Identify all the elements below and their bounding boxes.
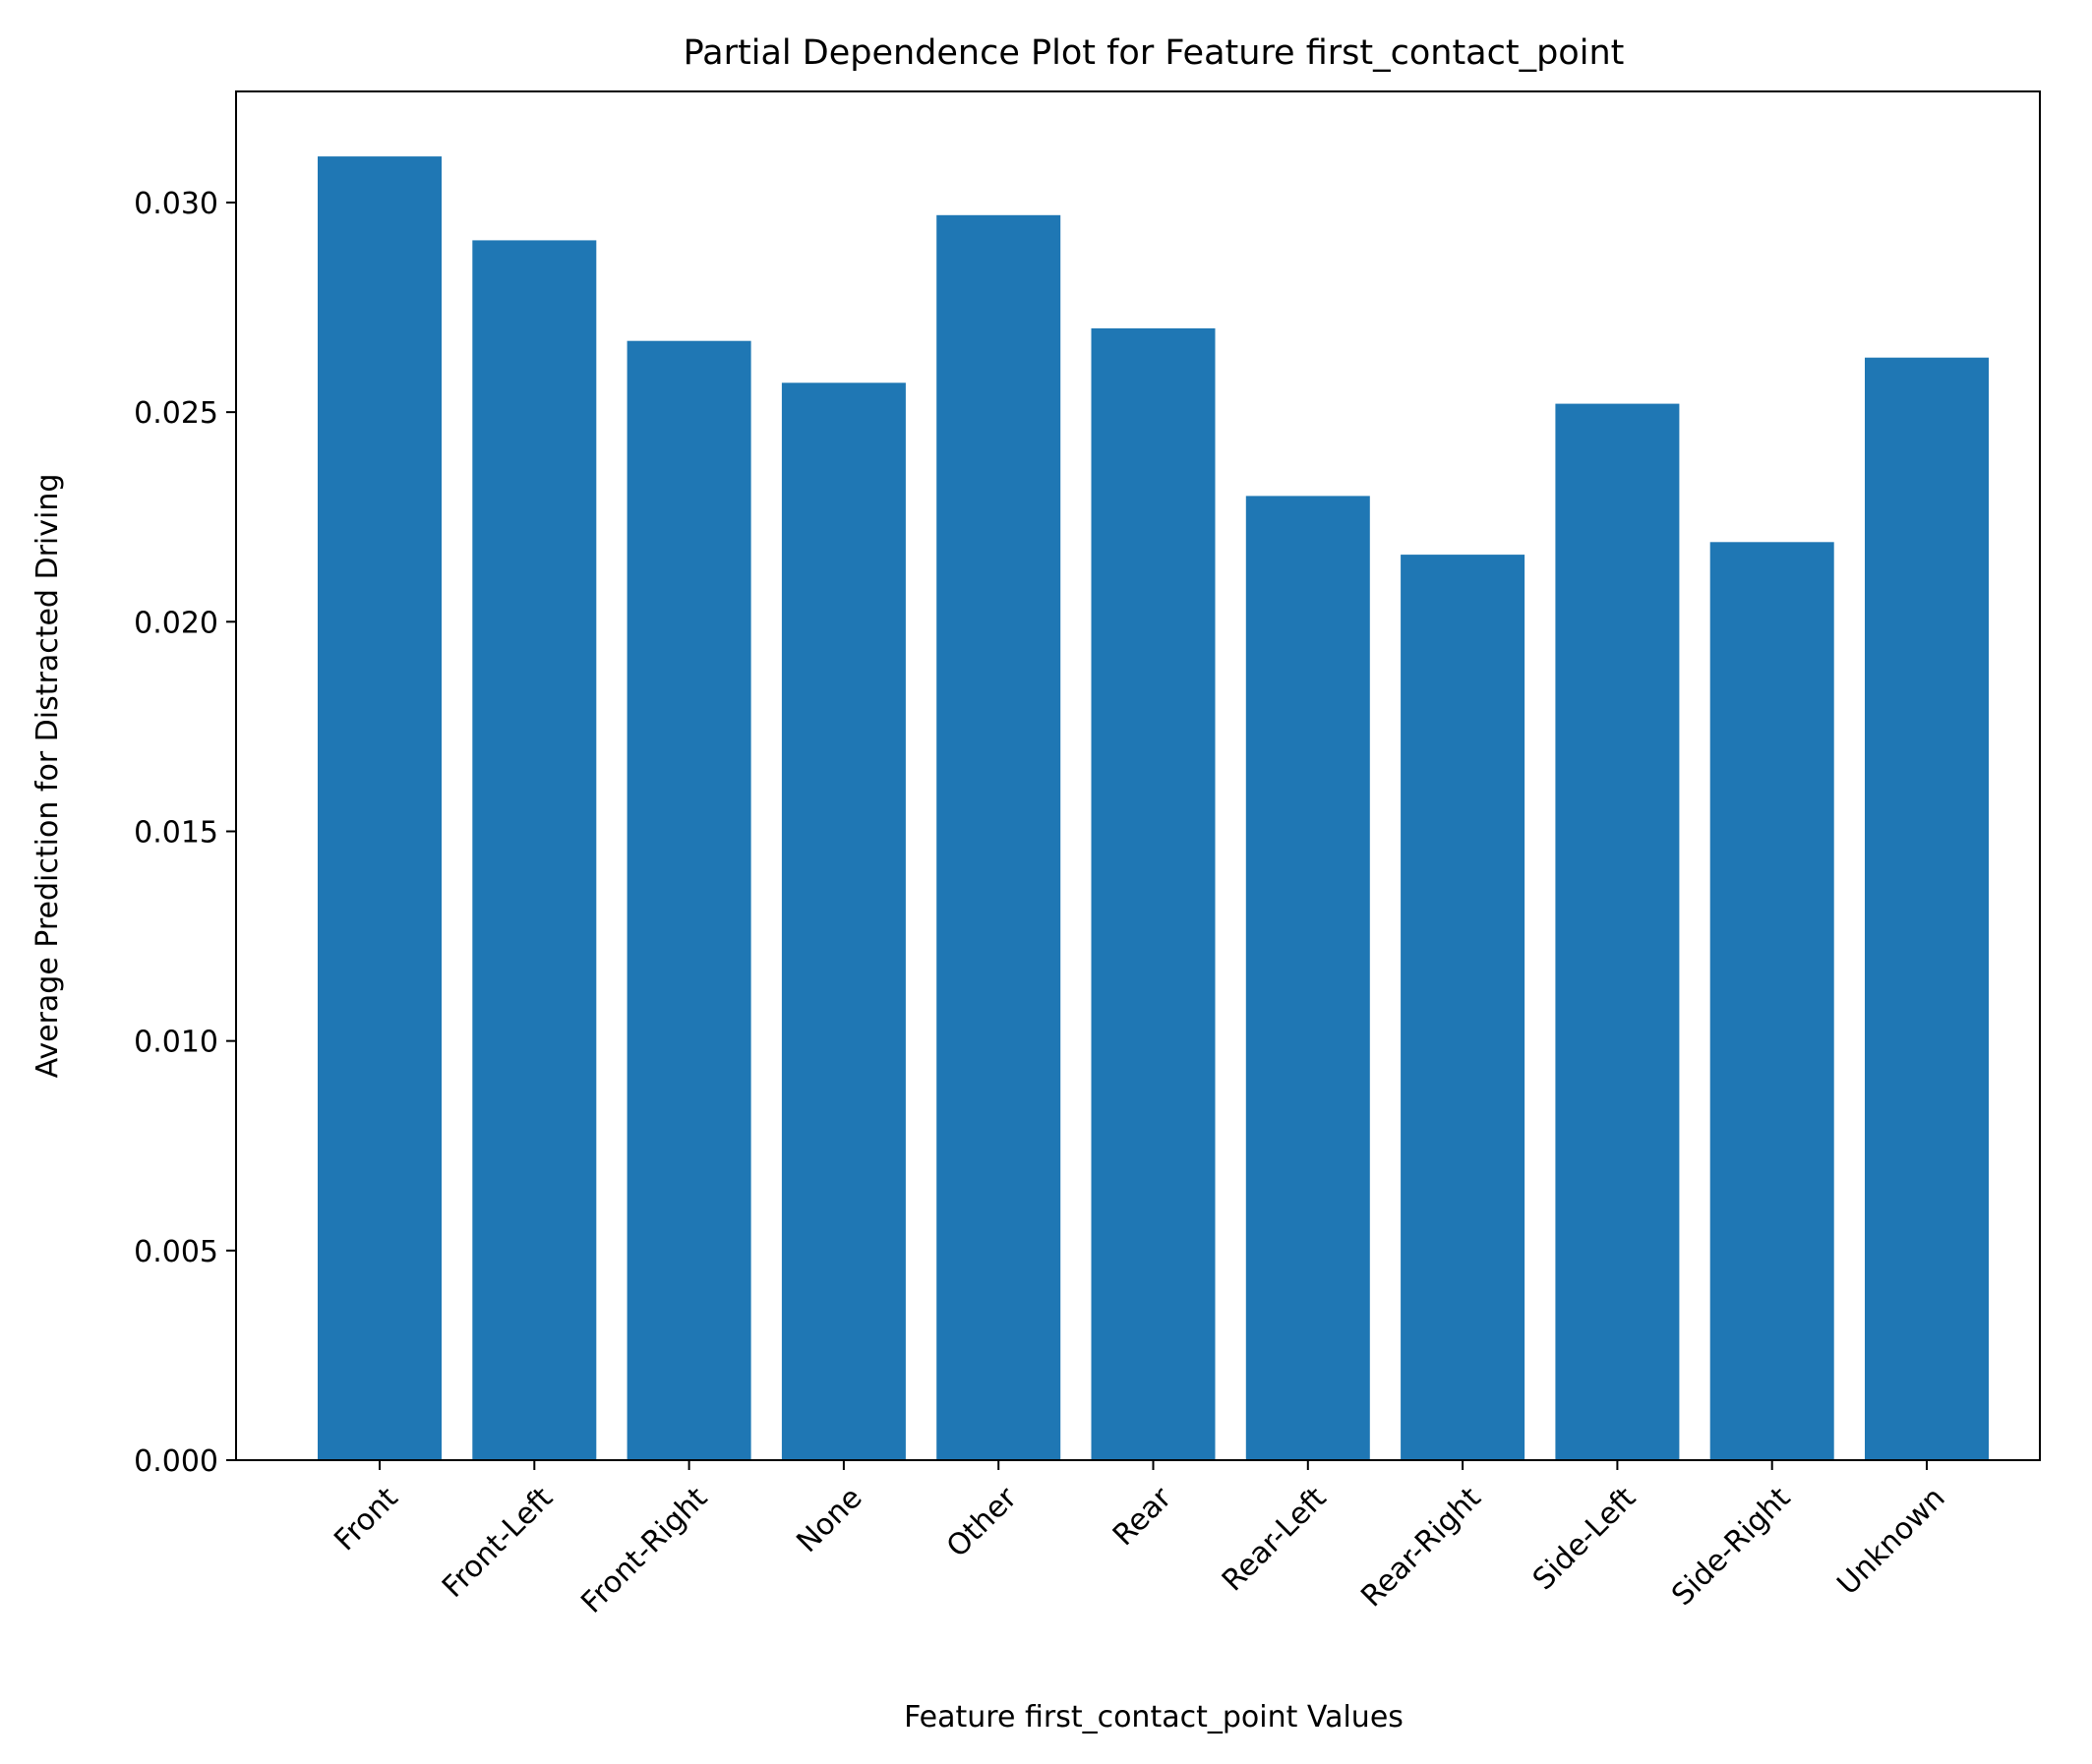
x-tick-label-other: Other	[940, 1480, 1024, 1563]
bar-none	[781, 382, 906, 1460]
x-axis-label: Feature first_contact_point Values	[904, 1700, 1404, 1735]
x-axis: Front Front-Left Front-Right None Other Rear R…	[328, 1460, 1952, 1620]
y-tick-label: 0.025	[134, 396, 218, 431]
bar-unknown	[1865, 357, 1989, 1461]
x-tick-label-front-right: Front-Right	[574, 1481, 714, 1620]
bar-side-left	[1555, 403, 1680, 1461]
y-tick-label: 0.010	[134, 1026, 218, 1060]
bar-rear-left	[1245, 496, 1370, 1460]
bar-other	[936, 214, 1061, 1460]
x-tick-label-none: None	[790, 1481, 868, 1559]
bars-group	[318, 156, 1989, 1461]
x-tick-label-front: Front	[328, 1481, 405, 1558]
plot-frame	[235, 90, 2041, 1461]
x-tick-label-front-left: Front-Left	[436, 1481, 560, 1605]
y-axis-label: Average Prediction for Distracted Drivin…	[30, 474, 65, 1079]
x-tick-label-rear-right: Rear-Right	[1354, 1481, 1488, 1615]
y-tick-label: 0.005	[134, 1235, 218, 1269]
x-tick-label-side-left: Side-Left	[1526, 1481, 1643, 1597]
y-tick-label: 0.020	[134, 606, 218, 640]
y-tick-label: 0.000	[134, 1444, 218, 1479]
bar-side-right	[1709, 542, 1834, 1460]
x-tick-label-unknown: Unknown	[1830, 1481, 1951, 1602]
bar-rear-right	[1401, 555, 1525, 1460]
bar-rear	[1091, 327, 1216, 1460]
y-tick-label: 0.030	[134, 187, 218, 221]
bar-front	[318, 156, 442, 1461]
y-tick-label: 0.015	[134, 815, 218, 850]
y-axis: 0.000 0.005 0.010 0.015 0.020 0.025 0.030	[134, 187, 236, 1479]
x-tick-label-rear-left: Rear-Left	[1216, 1481, 1334, 1599]
x-tick-label-rear: Rear	[1106, 1480, 1179, 1553]
x-tick-label-side-right: Side-Right	[1665, 1481, 1797, 1613]
chart-title: Partial Dependence Plot for Feature firs…	[684, 33, 1625, 73]
bar-front-left	[472, 240, 597, 1460]
bar-front-right	[627, 340, 751, 1461]
